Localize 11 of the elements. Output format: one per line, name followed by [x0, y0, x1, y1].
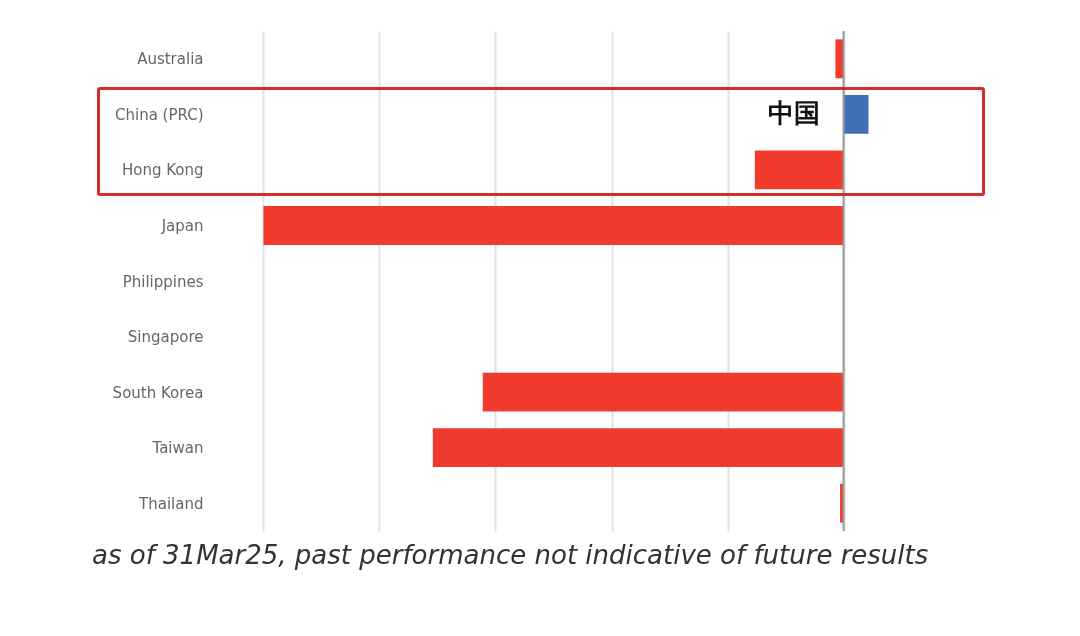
- y-tick-label: Philippines: [122, 272, 204, 291]
- y-tick-label: China (PRC): [114, 105, 204, 124]
- y-tick-label: South Korea: [112, 383, 204, 402]
- y-tick-label: Thailand: [138, 494, 204, 513]
- y-tick-label: Australia: [137, 50, 204, 69]
- y-tick-label: Hong Kong: [121, 161, 204, 180]
- annotation: 中国: [767, 98, 820, 129]
- y-tick-label: Taiwan: [151, 439, 204, 458]
- text: as of 31Mar25, past performance not indicative of future results: [92, 540, 930, 570]
- y-tick-label: Singapore: [127, 328, 204, 347]
- y-tick-label: Japan: [160, 216, 204, 235]
